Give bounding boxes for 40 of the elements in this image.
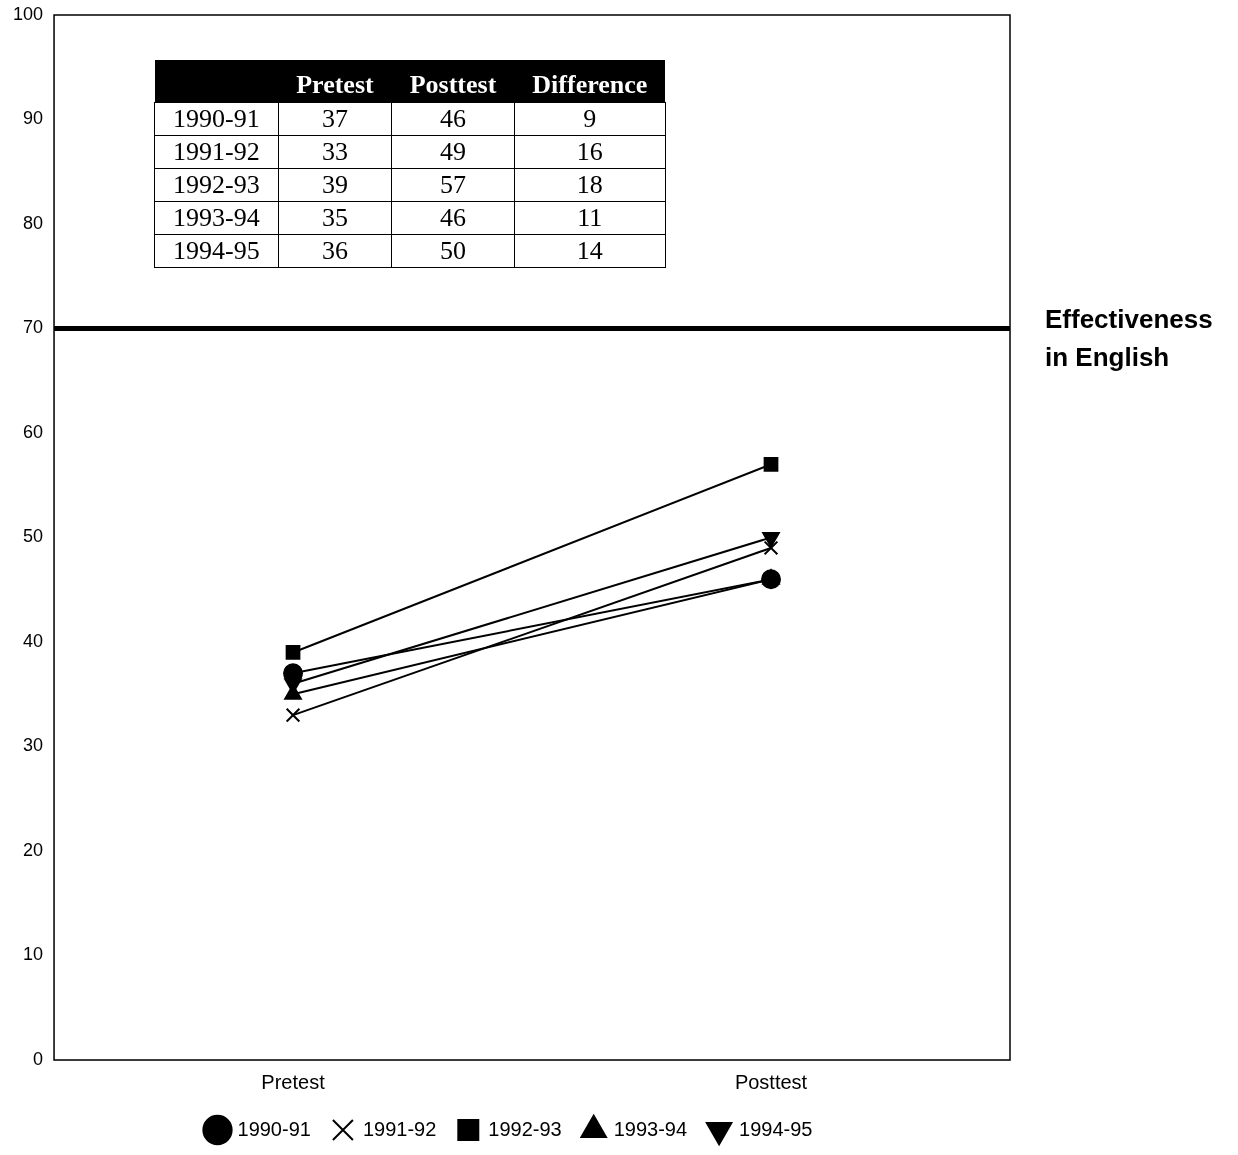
annotation: 1993-94 [154,201,279,235]
annotation: 37 [278,102,392,136]
annotation: 33 [278,135,392,169]
y-tick-label: 80 [23,212,44,233]
y-tick-label: 60 [23,421,44,442]
annotation: 36 [278,234,392,268]
y-tick-label: 100 [12,3,44,24]
legend-label: 1993-94 [613,1117,688,1140]
annotation: 46 [391,201,515,235]
annotation: 57 [391,168,515,202]
annotation: Difference [514,60,666,103]
annotation: Pretest [278,60,392,103]
annotation: 1994-95 [154,234,279,268]
annotation: 1992-93 [154,168,279,202]
legend-label: 1994-95 [739,1117,813,1140]
annotation: 1990-91 [154,102,279,136]
y-tick-label: 70 [23,317,44,338]
y-tick-label: 50 [23,526,44,547]
annotation: 35 [278,201,392,235]
annotation: 9 [514,102,666,136]
legend-label: 1990-91 [237,1117,311,1140]
y-tick-label: 10 [23,944,44,965]
annotation: 50 [391,234,515,268]
annotation: 18 [514,168,666,202]
annotation: 11 [514,201,666,235]
y-tick-label: 90 [23,108,44,129]
annotation: 16 [514,135,666,169]
annotation: 46 [391,102,515,136]
annotation: 14 [514,234,666,268]
annotation: Posttest [391,60,515,103]
legend-label: 1991-92 [362,1117,437,1140]
y-tick-label: 20 [23,839,44,860]
y-tick-label: 40 [23,630,44,651]
annotation: 1991-92 [154,135,279,169]
text: Effectiveness in English [1045,303,1214,374]
y-tick-label: 0 [33,1048,44,1069]
annotation: 39 [278,168,392,202]
y-tick-label: 30 [23,735,44,756]
annotation: 49 [391,135,515,169]
legend-label: 1992-93 [488,1117,562,1140]
